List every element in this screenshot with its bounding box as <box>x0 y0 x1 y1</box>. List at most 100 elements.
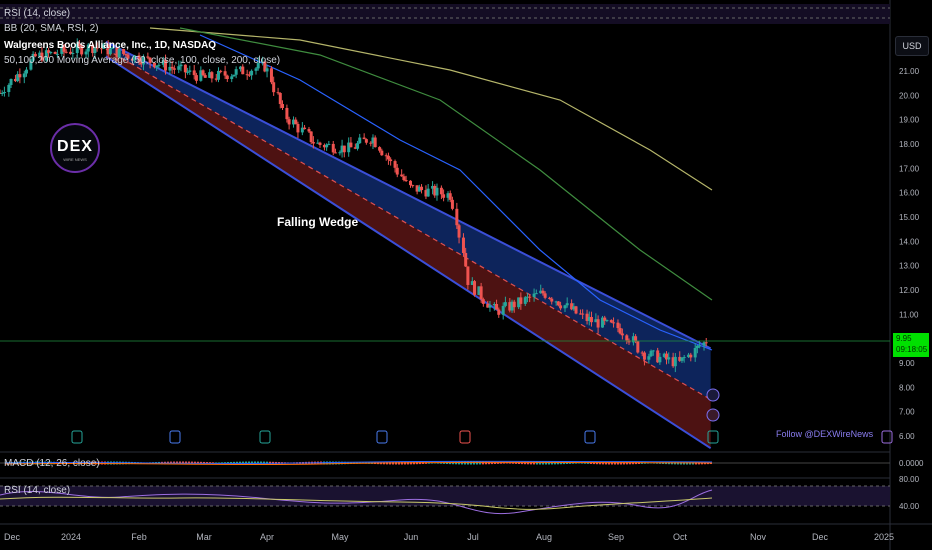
macd-histogram-bar <box>518 461 520 465</box>
x-tick-label: 2024 <box>61 532 81 542</box>
candle-body <box>342 145 346 153</box>
candle-body <box>239 66 243 70</box>
candle-body <box>234 69 238 75</box>
candle-body <box>241 66 245 75</box>
event-marker <box>71 430 83 444</box>
x-tick-label: May <box>331 532 349 542</box>
ma-legend: 50,100,200 Moving Average (50, close, 10… <box>4 55 281 66</box>
y-tick-label: 16.00 <box>899 189 920 198</box>
candle-body <box>601 317 605 328</box>
macd-histogram-bar <box>551 461 553 465</box>
x-tick-label: Aug <box>536 532 552 542</box>
candle-body <box>554 301 558 303</box>
event-marker <box>584 430 596 444</box>
candle-body <box>322 144 326 148</box>
candle-body <box>510 301 514 311</box>
logo-main: DEX <box>57 138 93 155</box>
candle-body <box>464 253 468 267</box>
candle-body <box>230 76 234 80</box>
event-marker <box>881 430 893 444</box>
candle-body <box>620 333 624 336</box>
top-rsi-legend: RSI (14, close) <box>4 8 71 19</box>
x-tick-label: Oct <box>673 532 688 542</box>
candle-body <box>393 161 397 168</box>
candle-body <box>168 66 172 71</box>
candle-body <box>80 46 84 55</box>
candle-body <box>667 357 671 360</box>
candle-body <box>523 297 527 304</box>
candle-body <box>424 190 428 197</box>
candle-body <box>408 180 412 186</box>
candle-body <box>603 317 607 321</box>
macd-histogram-bar <box>500 462 502 464</box>
candle-body <box>656 350 660 363</box>
macd-histogram-bar <box>521 461 523 465</box>
candle-body <box>141 56 145 65</box>
candle-body <box>470 281 474 285</box>
candle-body <box>455 208 459 226</box>
candle-body <box>84 51 88 55</box>
macd-histogram-bar <box>527 461 529 465</box>
candle-body <box>263 61 267 72</box>
y-tick-label: 19.00 <box>899 116 920 125</box>
candle-body <box>404 180 408 182</box>
candle-body <box>188 70 192 72</box>
y-tick-label: 14.00 <box>899 237 920 246</box>
wedge-lower-fill <box>105 49 711 449</box>
macd-legend: MACD (12, 26, close) <box>4 458 100 469</box>
candle-body <box>682 357 686 359</box>
macd-histogram-bar <box>332 461 334 465</box>
candle-body <box>285 107 289 120</box>
candle-body <box>585 313 589 321</box>
candle-body <box>492 304 496 306</box>
candle-body <box>450 199 454 209</box>
candle-body <box>292 119 296 125</box>
candle-body <box>517 297 521 308</box>
ma-50-line <box>199 34 713 351</box>
candle-body <box>486 303 490 308</box>
candle-body <box>122 49 126 54</box>
candle-body <box>503 302 507 306</box>
candle-body <box>369 142 373 144</box>
candle-body <box>625 335 629 341</box>
candle-body <box>466 266 470 285</box>
y-tick-label: 15.00 <box>899 213 920 222</box>
candle-body <box>605 320 609 322</box>
macd-histogram-bar <box>533 461 535 465</box>
rsi-tick-label: 80.00 <box>899 475 920 484</box>
candle-body <box>111 47 115 49</box>
follow-text: Follow @DEXWireNews <box>776 429 874 439</box>
y-tick-label: 8.00 <box>899 383 915 392</box>
candle-body <box>130 58 134 61</box>
logo-sub: WIRE NEWS <box>63 157 87 162</box>
candle-body <box>210 72 214 79</box>
last-price-value: 9.95 <box>896 334 912 343</box>
candle-body <box>303 127 307 130</box>
macd-histogram-bar <box>542 461 544 465</box>
x-tick-label: Dec <box>4 532 21 542</box>
candle-body <box>479 286 483 300</box>
candle-body <box>572 306 576 310</box>
event-marker <box>459 430 471 444</box>
candle-body <box>347 142 351 153</box>
candle-body <box>559 305 563 309</box>
candle-body <box>146 56 150 58</box>
top-rsi-pane <box>0 4 890 24</box>
bb-legend: BB (20, SMA, RSI, 2) <box>4 23 99 34</box>
macd-histogram-bar <box>239 461 241 465</box>
candle-body <box>172 68 176 70</box>
candle-body <box>164 60 168 71</box>
candle-body <box>71 52 75 54</box>
x-tick-label: 2025 <box>874 532 894 542</box>
candle-body <box>411 185 415 187</box>
macd-histogram-bar <box>341 461 343 465</box>
candle-body <box>386 155 390 160</box>
candle-body <box>296 123 300 133</box>
candle-body <box>525 296 529 298</box>
x-tick-label: Jun <box>404 532 419 542</box>
candle-body <box>179 64 183 67</box>
flash-marker <box>706 408 720 422</box>
currency-button[interactable]: USD <box>895 36 929 56</box>
macd-histogram-bar <box>563 461 565 465</box>
